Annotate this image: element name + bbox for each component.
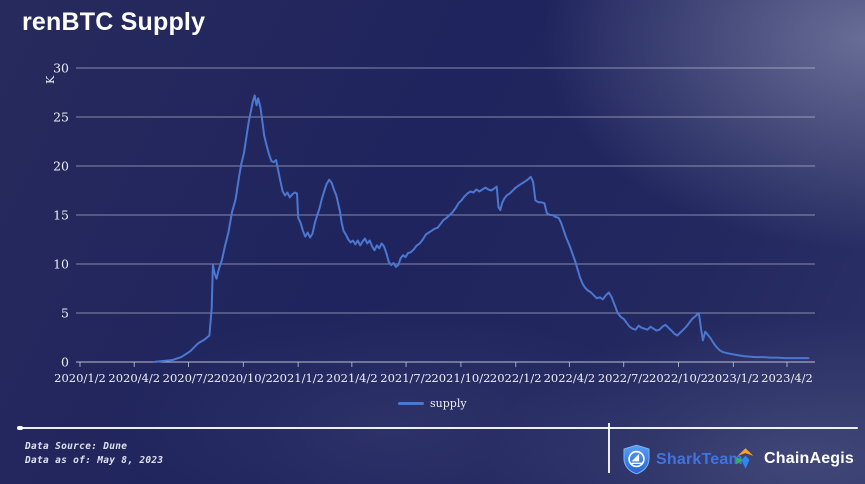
x-axis-label: 2020/10/2 xyxy=(214,371,273,385)
data-source-text: Data Source: Dune xyxy=(25,441,128,452)
y-axis-label: 5 xyxy=(61,306,69,321)
y-axis-label: 15 xyxy=(53,208,69,223)
y-axis-label: 30 xyxy=(53,61,69,76)
legend-label: supply xyxy=(430,396,467,410)
sharkteam-logo: SharkTeam xyxy=(622,444,743,475)
supply-line xyxy=(152,94,810,363)
y-axis-label: 20 xyxy=(53,159,69,174)
sharkteam-shield-icon xyxy=(623,444,650,475)
chainaegis-wordmark: ChainAegis xyxy=(764,449,855,467)
y-axis-label: 0 xyxy=(61,355,69,370)
x-axis-label: 2020/7/2 xyxy=(163,371,215,385)
data-as-of-text: Data as of: May 8, 2023 xyxy=(25,455,164,466)
chainaegis-logo: ChainAegis xyxy=(733,446,854,471)
x-axis-label: 2021/1/2 xyxy=(272,371,324,385)
x-axis-label: 2020/1/2 xyxy=(54,371,106,385)
footer-vertical-divider xyxy=(608,423,610,473)
x-axis-label: 2021/10/2 xyxy=(431,371,490,385)
chainaegis-icon xyxy=(736,448,754,469)
x-axis-label: 2021/7/2 xyxy=(380,371,432,385)
x-axis-label: 2022/1/2 xyxy=(490,371,542,385)
x-axis-label: 2020/4/2 xyxy=(108,371,160,385)
legend-line-marker xyxy=(398,401,424,405)
legend-item-supply[interactable]: supply xyxy=(398,396,467,410)
x-axis-label: 2021/4/2 xyxy=(326,371,378,385)
x-axis-label: 2022/4/2 xyxy=(544,371,596,385)
x-axis-label: 2023/4/2 xyxy=(761,371,813,385)
page-title: renBTC Supply xyxy=(22,8,206,36)
sharkteam-wordmark: SharkTeam xyxy=(656,450,743,468)
x-axis-label: 2022/10/2 xyxy=(649,371,708,385)
y-axis-label: 10 xyxy=(53,257,69,272)
y-axis-label: 25 xyxy=(53,110,69,125)
x-axis-label: 2022/7/2 xyxy=(598,371,650,385)
footer-notes: Data Source: Dune Data as of: May 8, 202… xyxy=(25,440,163,468)
footer-horizontal-divider xyxy=(17,426,858,430)
x-axis-label: 2023/1/2 xyxy=(708,371,760,385)
